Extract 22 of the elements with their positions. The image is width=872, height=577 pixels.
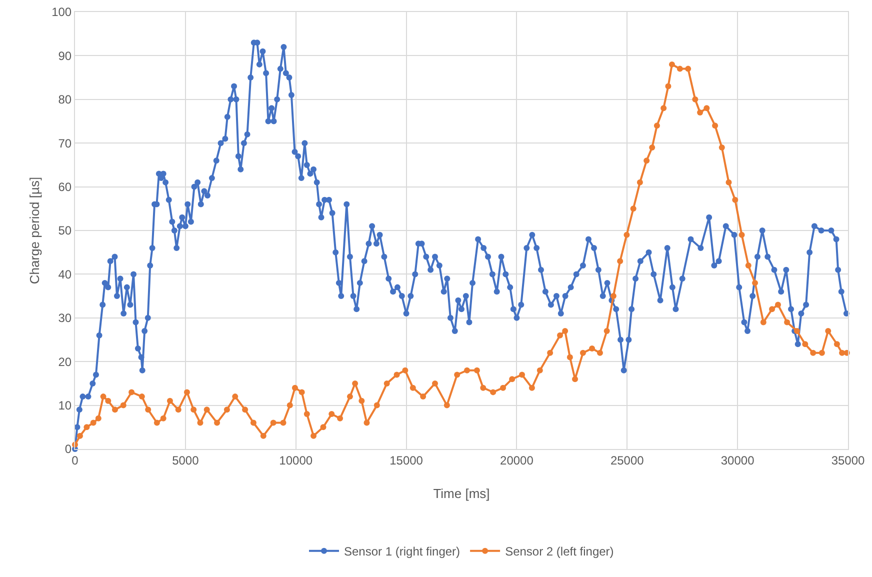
y-tick-label: 70 [58,136,72,150]
y-tick-label: 20 [58,354,72,369]
y-tick-label: 90 [58,48,72,63]
y-tick-label: 50 [58,224,72,238]
x-tick-label: 25000 [610,453,644,468]
x-tick-label: 15000 [390,453,424,468]
y-axis-title: Charge period [µs] [27,176,42,284]
y-tick-label: 80 [58,92,72,107]
y-tick-label: 60 [58,180,72,194]
x-tick-label: 10000 [279,453,313,468]
legend-label: Sensor 1 (right finger) [344,544,460,559]
x-axis-title: Time [ms] [433,486,490,501]
y-tick-label: 0 [64,442,72,456]
y-tick-label: 10 [58,398,72,412]
x-tick-label: 30000 [720,453,755,468]
x-tick-label: 20000 [500,453,534,468]
y-tick-label: 40 [58,267,72,282]
x-tick-label: 35000 [831,453,866,468]
y-tick-label: 30 [58,311,72,326]
x-tick-label: 5000 [172,453,200,468]
y-tick-label: 100 [52,5,72,20]
legend-label: Sensor 2 (left finger) [505,544,614,559]
